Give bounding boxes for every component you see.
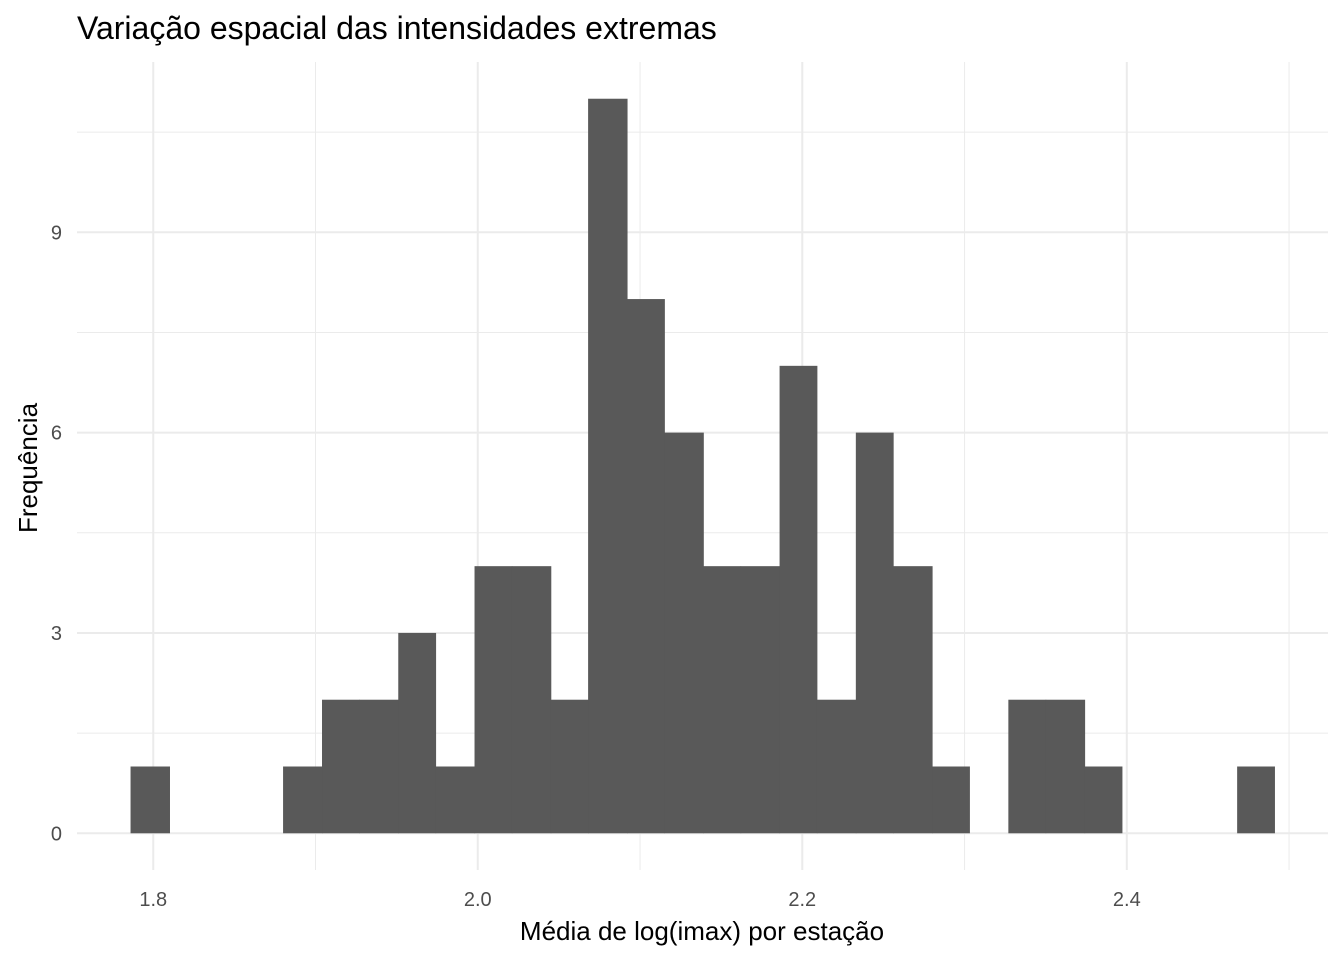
histogram-bars xyxy=(130,98,1275,834)
histogram-bar xyxy=(664,432,704,834)
histogram-bar xyxy=(511,566,552,834)
x-tick-label: 2.4 xyxy=(1113,889,1141,911)
chart-title: Variação espacial das intensidades extre… xyxy=(77,10,717,46)
histogram-bar xyxy=(1237,766,1275,834)
histogram-bar xyxy=(627,299,665,834)
histogram-bar xyxy=(855,432,894,834)
y-tick-label: 6 xyxy=(51,423,62,445)
y-tick-labels: 0 3 6 9 xyxy=(51,222,62,845)
x-tick-labels: 1.8 2.0 2.2 2.4 xyxy=(139,889,1140,911)
histogram-bar xyxy=(359,699,399,834)
histogram-bar xyxy=(283,766,323,834)
histogram-bar xyxy=(1008,699,1047,834)
histogram-bar xyxy=(1084,766,1123,834)
histogram-bar xyxy=(398,632,437,834)
histogram-bar xyxy=(703,566,742,834)
histogram-bar xyxy=(1045,699,1086,834)
histogram-bar xyxy=(740,566,781,834)
x-tick-label: 1.8 xyxy=(139,889,167,911)
histogram-bar xyxy=(932,766,970,834)
histogram-bar xyxy=(779,365,818,834)
histogram-bar xyxy=(435,766,476,834)
histogram-bar xyxy=(816,699,857,834)
x-tick-label: 2.0 xyxy=(464,889,492,911)
y-tick-label: 0 xyxy=(51,823,62,845)
histogram-bar xyxy=(474,566,513,834)
histogram-bar xyxy=(893,566,933,834)
y-tick-label: 9 xyxy=(51,222,62,244)
x-tick-label: 2.2 xyxy=(788,889,816,911)
histogram-bar xyxy=(130,766,170,834)
histogram-bar xyxy=(322,699,360,834)
x-axis-title: Média de log(imax) por estação xyxy=(520,916,884,946)
y-axis-title: Frequência xyxy=(13,402,43,533)
histogram-bar xyxy=(588,98,628,834)
y-tick-label: 3 xyxy=(51,623,62,645)
histogram-bar xyxy=(550,699,589,834)
